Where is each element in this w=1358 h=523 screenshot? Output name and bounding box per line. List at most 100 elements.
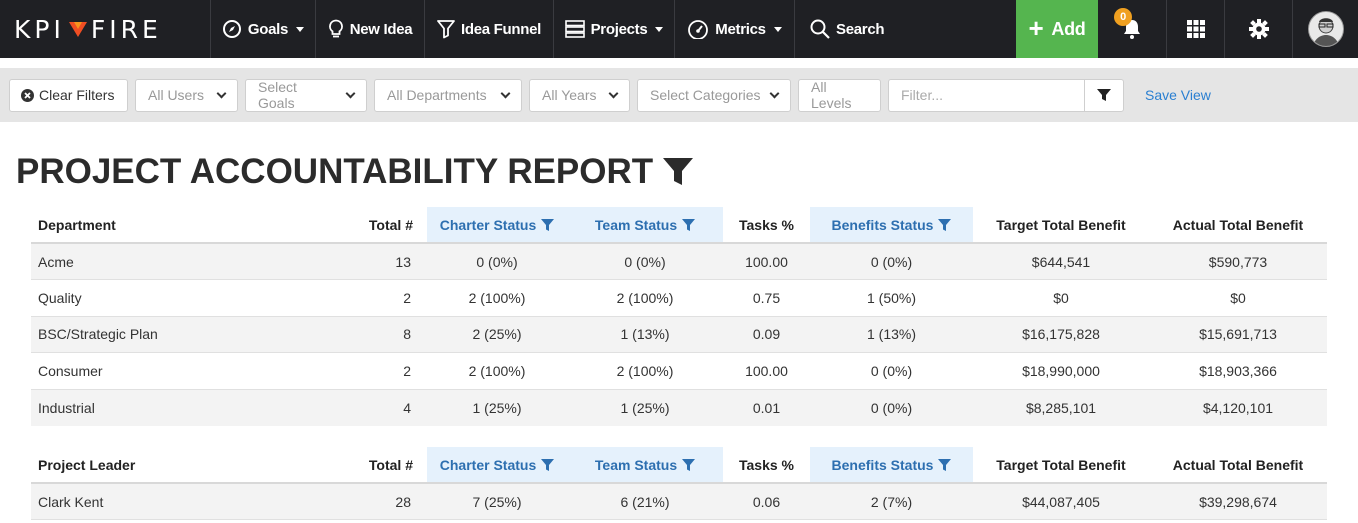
cell-charter: 7 (25%) — [427, 483, 567, 520]
cell-total: 2 — [331, 352, 427, 390]
compass-icon — [222, 20, 241, 38]
chevron-down-icon — [769, 88, 780, 98]
col-actual-benefit: Actual Total Benefit — [1149, 447, 1327, 484]
chevron-down-icon — [500, 88, 511, 98]
notification-count-badge: 0 — [1114, 8, 1132, 26]
cell-team: 1 (13%) — [567, 316, 723, 353]
cell-name: Acme — [31, 243, 331, 280]
logo-flame-icon — [68, 22, 87, 37]
cell-tasks: 0.01 — [723, 389, 810, 426]
search-icon — [810, 19, 830, 39]
department-table: Department Total # Charter Status Team S… — [31, 207, 1327, 426]
nav-projects[interactable]: Projects — [553, 0, 674, 58]
col-benefits-status-label: Benefits Status — [831, 456, 934, 473]
col-project-leader: Project Leader — [31, 447, 331, 484]
nav-spacer — [894, 0, 1016, 58]
departments-select[interactable]: All Departments — [374, 78, 522, 112]
funnel-icon — [682, 458, 696, 471]
table-row[interactable]: Clark Kent 28 7 (25%) 6 (21%) 0.06 2 (7%… — [31, 483, 1327, 520]
cell-team: 0 (0%) — [567, 243, 723, 280]
user-menu[interactable] — [1292, 0, 1358, 58]
table-header-row: Department Total # Charter Status Team S… — [31, 207, 1327, 244]
apps-grid-button[interactable] — [1166, 0, 1224, 58]
filter-search-group — [888, 78, 1124, 112]
nav-goals[interactable]: Goals — [210, 0, 315, 58]
goals-select[interactable]: Select Goals — [245, 78, 367, 112]
nav-idea-funnel[interactable]: Idea Funnel — [424, 0, 553, 58]
cell-actual: $0 — [1149, 279, 1327, 317]
table-row[interactable]: BSC/Strategic Plan 8 2 (25%) 1 (13%) 0.0… — [31, 316, 1327, 353]
kpifire-logo[interactable]: KPI FIRE — [0, 0, 210, 58]
nav-new-idea-label: New Idea — [349, 20, 413, 38]
settings-button[interactable] — [1224, 0, 1292, 58]
close-circle-icon — [21, 88, 34, 102]
grid-icon — [1186, 20, 1205, 38]
years-select[interactable]: All Years — [529, 78, 630, 112]
users-select-value: All Users — [148, 87, 205, 103]
cell-charter: 1 (25%) — [427, 389, 567, 426]
cell-benefits: 0 (0%) — [810, 389, 973, 426]
col-target-benefit: Target Total Benefit — [973, 207, 1149, 244]
categories-select[interactable]: Select Categories — [637, 78, 791, 112]
cell-tasks: 0.06 — [723, 483, 810, 520]
funnel-icon[interactable] — [663, 156, 694, 188]
funnel-icon — [541, 458, 555, 471]
levels-select[interactable]: All Levels — [798, 78, 881, 112]
notifications-button[interactable]: 0 — [1098, 0, 1166, 58]
filter-input[interactable] — [888, 78, 1084, 112]
col-benefits-status[interactable]: Benefits Status — [810, 207, 973, 244]
cell-benefits: 0 (0%) — [810, 243, 973, 280]
cell-target: $18,990,000 — [973, 352, 1149, 390]
col-tasks: Tasks % — [723, 207, 810, 244]
table-row[interactable]: Consumer 2 2 (100%) 2 (100%) 100.00 0 (0… — [31, 352, 1327, 390]
table-row[interactable]: Acme 13 0 (0%) 0 (0%) 100.00 0 (0%) $644… — [31, 243, 1327, 280]
cell-team: 2 (100%) — [567, 279, 723, 317]
cell-charter: 2 (100%) — [427, 352, 567, 390]
cell-charter: 0 (0%) — [427, 243, 567, 280]
nav-search[interactable]: Search — [794, 0, 894, 58]
years-select-value: All Years — [542, 87, 597, 103]
users-select[interactable]: All Users — [135, 78, 238, 112]
nav-new-idea[interactable]: New Idea — [315, 0, 424, 58]
col-team-status[interactable]: Team Status — [567, 207, 723, 244]
chevron-down-icon — [655, 26, 664, 32]
col-benefits-status[interactable]: Benefits Status — [810, 447, 973, 484]
cell-target: $8,285,101 — [973, 389, 1149, 426]
col-charter-status[interactable]: Charter Status — [427, 207, 567, 244]
nav-metrics[interactable]: Metrics — [674, 0, 794, 58]
save-view-link[interactable]: Save View — [1145, 87, 1211, 103]
cell-actual: $15,691,713 — [1149, 316, 1327, 353]
nav-idea-funnel-label: Idea Funnel — [460, 20, 542, 38]
table-row[interactable]: Industrial 4 1 (25%) 1 (25%) 0.01 0 (0%)… — [31, 389, 1327, 426]
logo-text-right: FIRE — [90, 14, 162, 44]
cell-target: $644,541 — [973, 243, 1149, 280]
col-charter-status[interactable]: Charter Status — [427, 447, 567, 484]
col-team-status[interactable]: Team Status — [567, 447, 723, 484]
nav-metrics-label: Metrics — [715, 20, 766, 38]
col-charter-status-label: Charter Status — [439, 456, 537, 473]
cell-benefits: 1 (50%) — [810, 279, 973, 317]
col-team-status-label: Team Status — [594, 216, 678, 233]
cell-team: 6 (21%) — [567, 483, 723, 520]
apply-filter-button[interactable] — [1084, 78, 1124, 112]
cell-total: 13 — [331, 243, 427, 280]
cell-name: Industrial — [31, 389, 331, 426]
cell-tasks: 0.09 — [723, 316, 810, 353]
levels-select-value: All Levels — [811, 79, 852, 111]
cell-target: $44,087,405 — [973, 483, 1149, 520]
chevron-down-icon — [608, 88, 619, 98]
cell-charter: 2 (100%) — [427, 279, 567, 317]
filter-bar: Clear Filters All Users Select Goals All… — [0, 68, 1358, 122]
col-total: Total # — [331, 207, 427, 244]
cell-total: 4 — [331, 389, 427, 426]
add-button[interactable]: + Add — [1016, 0, 1098, 58]
clear-filters-button[interactable]: Clear Filters — [9, 78, 128, 112]
project-leader-table: Project Leader Total # Charter Status Te… — [31, 447, 1327, 520]
clear-filters-label: Clear Filters — [39, 87, 115, 103]
cell-name: BSC/Strategic Plan — [31, 316, 331, 353]
col-total: Total # — [331, 447, 427, 484]
cell-actual: $4,120,101 — [1149, 389, 1327, 426]
nav-search-label: Search — [836, 20, 885, 38]
table-row[interactable]: Quality 2 2 (100%) 2 (100%) 0.75 1 (50%)… — [31, 279, 1327, 317]
col-actual-benefit: Actual Total Benefit — [1149, 207, 1327, 244]
